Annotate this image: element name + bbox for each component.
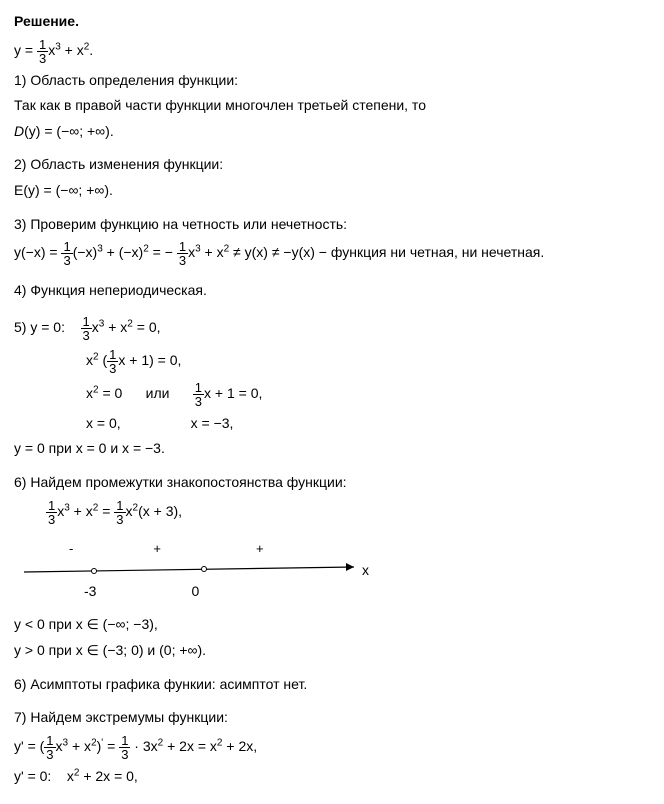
step4: 4) Функция непериодическая. [14, 281, 650, 301]
txt: y' = ( [14, 738, 44, 754]
txt: + (−x) [103, 244, 143, 260]
txt: + x [201, 244, 224, 260]
txt: . [89, 42, 93, 58]
txt: = 0, [133, 319, 161, 335]
frac: 13 [177, 240, 188, 267]
txt: D(y) = (−∞; +∞). [14, 123, 114, 139]
frac: 13 [193, 381, 204, 408]
txt: x + 1 = 0, [204, 385, 262, 401]
txt: x [86, 352, 93, 368]
txt: · 3x [130, 738, 157, 754]
txt: ≠ y(x) ≠ −y(x) − функция ни четная, ни н… [229, 244, 544, 260]
frac: 13 [37, 38, 48, 65]
txt: (x + 3), [138, 503, 182, 519]
step2-label: 2) Область изменения функции: [14, 155, 650, 175]
step7-label: 7) Найдем экстремумы функции: [14, 708, 650, 728]
txt: y(−x) = [14, 244, 61, 260]
txt: + 2x, [222, 738, 257, 754]
txt: x [56, 738, 63, 754]
frac: 13 [114, 499, 125, 526]
frac: 13 [107, 348, 118, 375]
txt: 5) y = 0: [14, 319, 81, 335]
step5-l3: x2 = 0 или 13x + 1 = 0, [14, 381, 650, 408]
txt: + 2x = x [163, 738, 217, 754]
txt: = 0 или [99, 385, 193, 401]
txt: x [92, 319, 99, 335]
tick: 0 [191, 582, 199, 602]
frac: 13 [61, 240, 72, 267]
txt: y = [14, 42, 37, 58]
txt: x + 1) = 0, [118, 352, 181, 368]
step2-line2: E(y) = (−∞; +∞). [14, 181, 650, 201]
title: Решение. [14, 12, 650, 32]
step3-eq: y(−x) = 13(−x)3 + (−x)2 = − 13x3 + x2 ≠ … [14, 240, 650, 267]
number-axis: x [14, 558, 374, 582]
sign-line-diagram: - + + x -3 0 [14, 540, 374, 602]
frac: 13 [46, 499, 57, 526]
txt: = − [149, 244, 177, 260]
txt: (−x) [73, 244, 98, 260]
frac: 13 [44, 734, 55, 761]
step3-label: 3) Проверим функцию на четность или нече… [14, 215, 650, 235]
step7-l3: y' = 0: x2 + 2x = 0, [14, 767, 650, 787]
step5-l2: x2 (13x + 1) = 0, [14, 348, 650, 375]
func-def: y = 13x3 + x2. [14, 38, 650, 65]
sign: + [256, 540, 264, 558]
step6a-cond1: y < 0 при x ∈ (−∞; −3), [14, 615, 650, 635]
step6a-cond2: y > 0 при x ∈ (−3; 0) и (0; +∞). [14, 641, 650, 661]
tick: -3 [84, 582, 96, 602]
step5-l1: 5) y = 0: 13x3 + x2 = 0, [14, 315, 650, 342]
txt: + x [68, 738, 91, 754]
step7-eq: y' = (13x3 + x2)' = 13 · 3x2 + 2x = x2 +… [14, 734, 650, 761]
txt: = [103, 738, 119, 754]
txt: + x [104, 319, 127, 335]
txt: ( [99, 352, 108, 368]
sign: + [153, 540, 161, 558]
step5-l4: x = 0, x = −3, [14, 414, 650, 434]
step6a-label: 6) Найдем промежутки знакопостоянства фу… [14, 473, 650, 493]
txt: y' = 0: x [14, 768, 74, 784]
step6a-eq: 13x3 + x2 = 13x2(x + 3), [14, 499, 650, 526]
step5-l5: y = 0 при x = 0 и x = −3. [14, 439, 650, 459]
txt: + 2x = 0, [79, 768, 137, 784]
txt: + x [61, 42, 84, 58]
frac: 13 [119, 734, 130, 761]
txt: x [126, 503, 133, 519]
axis-label: x [362, 562, 369, 578]
step1-line2: Так как в правой части функции многочлен… [14, 96, 650, 116]
txt: = [98, 503, 114, 519]
txt: + x [70, 503, 93, 519]
step6b: 6) Асимптоты графика функии: асимптот не… [14, 675, 650, 695]
step1-line3: D(y) = (−∞; +∞). [14, 122, 650, 142]
step1-label: 1) Область определения функции: [14, 71, 650, 91]
frac: 13 [81, 315, 92, 342]
txt: x [86, 385, 93, 401]
txt: x [188, 244, 195, 260]
